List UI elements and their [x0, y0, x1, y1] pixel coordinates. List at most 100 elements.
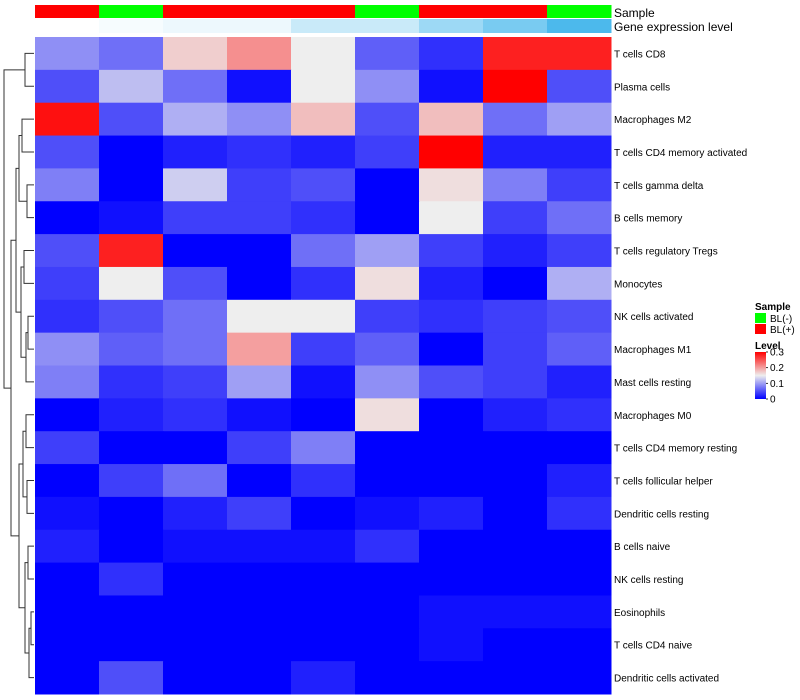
heatmap-cell	[99, 168, 164, 202]
heatmap-cell	[547, 135, 612, 169]
heatmap-cell	[291, 562, 356, 596]
heatmap-cell	[163, 332, 228, 366]
heatmap-cell	[35, 496, 100, 531]
dendrogram-branch	[18, 135, 27, 202]
gene-expression-annotation-cell	[419, 19, 484, 33]
heatmap-cell	[419, 398, 484, 432]
heatmap-cell	[419, 266, 484, 301]
heatmap-cell	[547, 299, 612, 334]
heatmap-cell	[99, 332, 164, 366]
heatmap-cell	[99, 529, 164, 564]
heatmap-cell	[291, 69, 356, 104]
heatmap-cell	[163, 661, 228, 695]
heatmap-cell	[483, 69, 548, 104]
gene-expression-annotation-cell	[355, 19, 420, 33]
legend-level-tick-label: 0	[770, 395, 776, 406]
heatmap-cell	[227, 332, 292, 366]
heatmap-cell	[483, 661, 548, 695]
heatmap-cell	[483, 332, 548, 366]
heatmap-cell	[35, 69, 100, 104]
heatmap-cell	[419, 69, 484, 104]
heatmap-cell	[163, 37, 228, 71]
dendrogram-branch	[30, 611, 34, 646]
dendrogram-branch	[26, 184, 34, 219]
heatmap-cell	[35, 201, 100, 235]
heatmap-cell	[35, 529, 100, 564]
heatmap-cell	[483, 201, 548, 235]
heatmap-cell	[547, 37, 612, 71]
sample-annotation-cell	[419, 5, 484, 18]
heatmap-cell	[547, 595, 612, 629]
heatmap-cell	[355, 69, 420, 104]
heatmap-cell	[35, 628, 100, 662]
heatmap-cell	[227, 168, 292, 202]
heatmap-cell	[355, 529, 420, 564]
heatmap-cell	[483, 398, 548, 432]
heatmap-cell	[227, 529, 292, 564]
row-label: Eosinophils	[614, 608, 665, 619]
heatmap-cell	[419, 37, 484, 71]
heatmap-cell	[291, 37, 356, 71]
heatmap-cell	[355, 266, 420, 301]
heatmap-cell	[227, 464, 292, 498]
sample-annotation-cell	[355, 5, 420, 18]
dendrogram-branch	[26, 479, 34, 514]
row-label: Plasma cells	[614, 82, 670, 93]
heatmap-cell	[227, 135, 292, 169]
heatmap-cell	[419, 628, 484, 662]
dendrogram-branch	[23, 250, 34, 284]
sample-annotation-cell	[483, 5, 548, 18]
heatmap-cell	[227, 102, 292, 137]
dendrogram-branch	[3, 69, 25, 389]
sample-annotation-cell	[547, 5, 612, 18]
heatmap-cell	[419, 332, 484, 366]
heatmap-cells	[35, 37, 612, 695]
heatmap-cell	[99, 595, 164, 629]
annotation-track-labels: Sample Gene expression level	[614, 6, 733, 34]
heatmap-cell	[355, 365, 420, 399]
legend-sample-label: BL(-)	[770, 314, 792, 325]
row-label: Macrophages M1	[614, 345, 692, 356]
heatmap-cell	[483, 529, 548, 564]
heatmap-cell	[355, 135, 420, 169]
heatmap-cell	[419, 562, 484, 596]
heatmap-cell	[291, 168, 356, 202]
dendrogram-branch	[10, 239, 19, 537]
heatmap-cell	[291, 529, 356, 564]
heatmap-cell	[227, 562, 292, 596]
track-label-sample: Sample	[614, 6, 655, 20]
row-label: Dendritic cells activated	[614, 674, 719, 685]
heatmap-cell	[99, 135, 164, 169]
sample-annotation-cell	[35, 5, 100, 18]
heatmap-cell	[355, 201, 420, 235]
heatmap-cell	[355, 562, 420, 596]
annotation-tracks	[35, 5, 612, 33]
row-dendrogram	[3, 52, 34, 679]
heatmap-cell	[227, 628, 292, 662]
heatmap-cell	[355, 234, 420, 268]
heatmap-cell	[99, 628, 164, 662]
heatmap-cell	[547, 266, 612, 301]
heatmap-cell	[99, 299, 164, 334]
heatmap-cell	[483, 299, 548, 334]
heatmap-cell	[547, 661, 612, 695]
heatmap-cell	[99, 266, 164, 301]
heatmap-cell	[99, 398, 164, 432]
heatmap-cell	[163, 595, 228, 629]
heatmap-cell	[483, 266, 548, 301]
heatmap-cell	[99, 234, 164, 268]
legend-sample-title: Sample	[755, 302, 791, 313]
heatmap-cell	[547, 431, 612, 465]
gene-expression-annotation-cell	[163, 19, 228, 33]
legend-level-ticks: 0.3 0.2 0.1 0	[766, 348, 784, 406]
legend-level-tick-label: 0.3	[770, 348, 784, 359]
heatmap-cell	[483, 234, 548, 268]
dendrogram-branch	[27, 545, 34, 580]
heatmap-cell	[355, 332, 420, 366]
heatmap-cell	[547, 464, 612, 498]
heatmap-cell	[355, 398, 420, 432]
heatmap-cell	[419, 168, 484, 202]
heatmap-cell	[35, 168, 100, 202]
gene-expression-annotation-cell	[35, 19, 100, 33]
